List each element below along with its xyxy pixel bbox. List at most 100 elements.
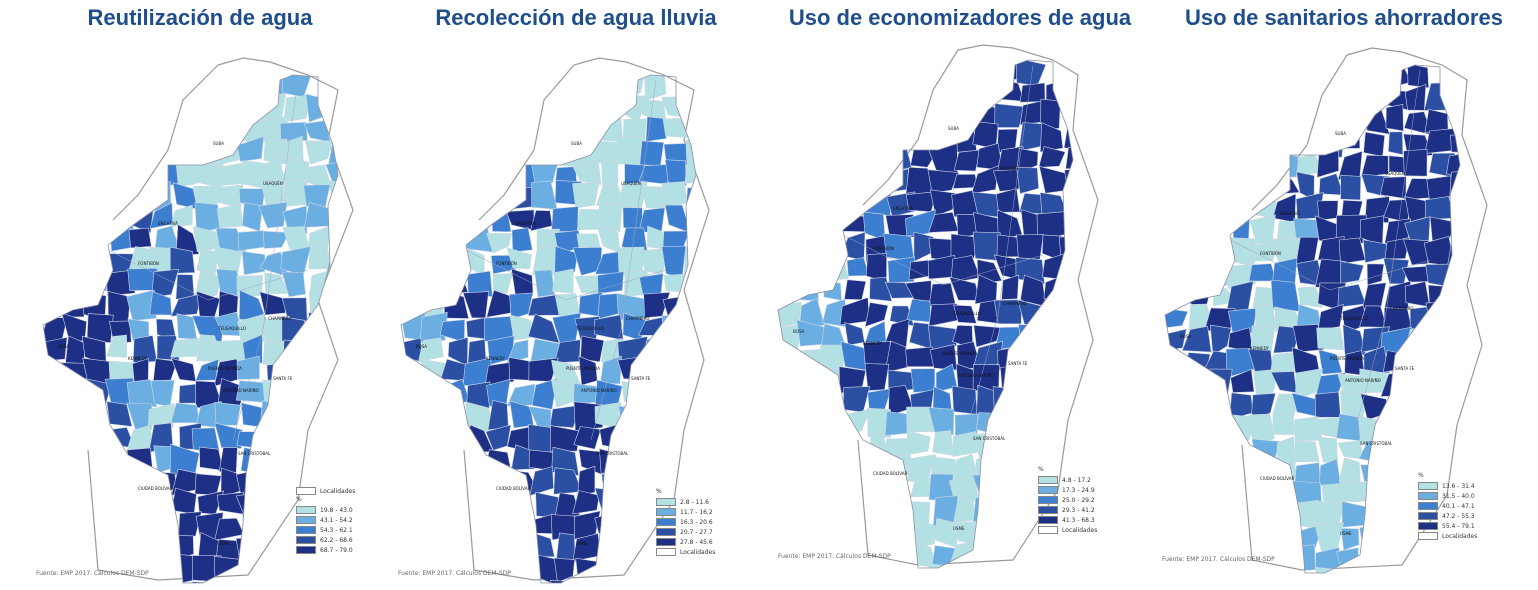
place-label: CIUDAD BOLÍVAR [138, 486, 172, 491]
choropleth-map: SUBA USAQUÉN ENGATIVÁ FONTIBÓN BOSA KENNEDY TE… [400, 57, 710, 584]
zone-polygon [531, 180, 558, 210]
zone-polygon [664, 159, 687, 186]
zone-polygon [1181, 325, 1212, 353]
zone-polygon [262, 230, 290, 249]
zone-polygon [401, 290, 427, 319]
place-label: SANTA FE [631, 376, 651, 381]
zone-polygon [1015, 257, 1045, 285]
zone-polygon [1043, 275, 1065, 307]
legend: Localidades % 19.8 - 43.0 43.1 - 54.2 54… [296, 486, 355, 555]
zone-polygon [242, 510, 268, 542]
zone-polygon [993, 299, 1023, 325]
zone-polygon [599, 355, 622, 385]
place-label: USME [953, 526, 965, 531]
zone-polygon [1065, 146, 1073, 170]
place-labels: SUBA USAQUÉN ENGATIVÁ FONTIBÓN BOSA KENNEDY TE… [58, 141, 293, 546]
zone-polygon [148, 403, 175, 428]
place-labels: SUBA USAQUÉN ENGATIVÁ FONTIBÓN BOSA KENNEDY TE… [416, 141, 651, 546]
legend-class-3: 16.3 - 20.6 [656, 517, 715, 527]
road-line [842, 234, 1044, 286]
zone-polygon [844, 322, 865, 346]
legend-swatch [656, 518, 676, 526]
zone-polygon [258, 201, 288, 229]
place-label: USME [1340, 531, 1352, 536]
zone-polygon [511, 268, 534, 299]
legend-swatch [656, 538, 676, 546]
legend-class-2: 17.3 - 24.9 [1038, 485, 1097, 495]
road-line [590, 79, 657, 441]
zone-polygon [795, 275, 819, 302]
zone-polygon [529, 466, 554, 497]
zone-polygon [194, 268, 222, 299]
zone-polygon [214, 339, 246, 362]
zone-polygon [126, 289, 157, 322]
legend-swatch [296, 516, 316, 524]
place-label: TEUSAQUILLO [575, 326, 604, 331]
zone-polygon [1039, 98, 1061, 130]
zone-polygon [1225, 195, 1254, 217]
zone-polygon [575, 557, 604, 583]
zone-polygon [1016, 148, 1039, 174]
zone-polygon [842, 408, 872, 433]
zone-polygon [531, 378, 558, 410]
zone-polygon [644, 75, 667, 101]
zone-polygon [191, 427, 220, 454]
zone-polygon [281, 271, 306, 298]
zone-polygon [951, 385, 978, 415]
city-outline [1164, 64, 1461, 574]
legend-swatch [1418, 502, 1438, 510]
zone-polygon [1209, 324, 1232, 356]
place-label: TEUSAQUILLO [217, 326, 246, 331]
zone-polygon [905, 209, 936, 237]
zone-polygon [151, 268, 180, 298]
place-label: ANTONIO NARIÑO [958, 373, 994, 378]
legend-class-label: 47.2 - 55.3 [1442, 512, 1475, 520]
legend-localidades-label: Localidades [320, 487, 356, 495]
zone-polygon [1446, 151, 1460, 178]
zone-polygon [170, 337, 200, 358]
zone-polygon [597, 271, 625, 294]
zone-polygon [1272, 193, 1297, 223]
zone-polygon [1316, 327, 1345, 351]
zone-polygon [973, 324, 1002, 348]
zone-polygon [490, 254, 517, 275]
zone-polygon [1340, 174, 1362, 201]
zone-polygon [1360, 154, 1389, 178]
zone-polygon [553, 557, 575, 583]
zone-polygon [1387, 131, 1404, 156]
place-label: SUBA [1335, 131, 1346, 136]
legend-class-1: 2.8 - 11.6 [656, 497, 715, 507]
zone-polygon [994, 103, 1025, 128]
legend-localidades: Localidades [656, 547, 715, 557]
zone-polygon [1037, 302, 1066, 325]
zone-polygon [486, 233, 512, 254]
zone-polygon [466, 381, 491, 409]
zone-polygon [953, 149, 981, 172]
place-label: SANTA FE [273, 376, 293, 381]
place-label: ENGATIVÁ [158, 221, 178, 226]
zone-polygon [906, 430, 931, 455]
zone-polygon [282, 339, 310, 364]
zone-polygon [1314, 567, 1344, 573]
legend-swatch [296, 526, 316, 534]
regions [401, 75, 696, 583]
road-line [232, 79, 299, 441]
map-panel-sanitarios: Uso de sanitarios ahorradores SUBA USAQUÉ… [1152, 0, 1536, 590]
zone-polygon [1339, 261, 1365, 285]
zone-polygon [1385, 104, 1404, 132]
zone-polygon [218, 447, 238, 473]
zone-polygon [1230, 368, 1255, 393]
zone-polygon [126, 379, 158, 408]
zone-polygon [884, 143, 913, 174]
zone-polygon [778, 276, 805, 305]
legend: % 2.8 - 11.6 11.7 - 16.2 16.3 - 20.6 20.… [656, 488, 715, 557]
zone-polygon [887, 256, 915, 284]
zone-polygon [529, 533, 555, 558]
zone-polygon [43, 290, 68, 318]
zone-polygon [511, 227, 533, 253]
zone-polygon [259, 291, 286, 316]
legend-localidades: Localidades [1418, 531, 1477, 541]
zone-polygon [600, 94, 621, 122]
legend-class-label: 16.3 - 20.6 [680, 518, 713, 526]
zone-polygon [440, 275, 469, 295]
